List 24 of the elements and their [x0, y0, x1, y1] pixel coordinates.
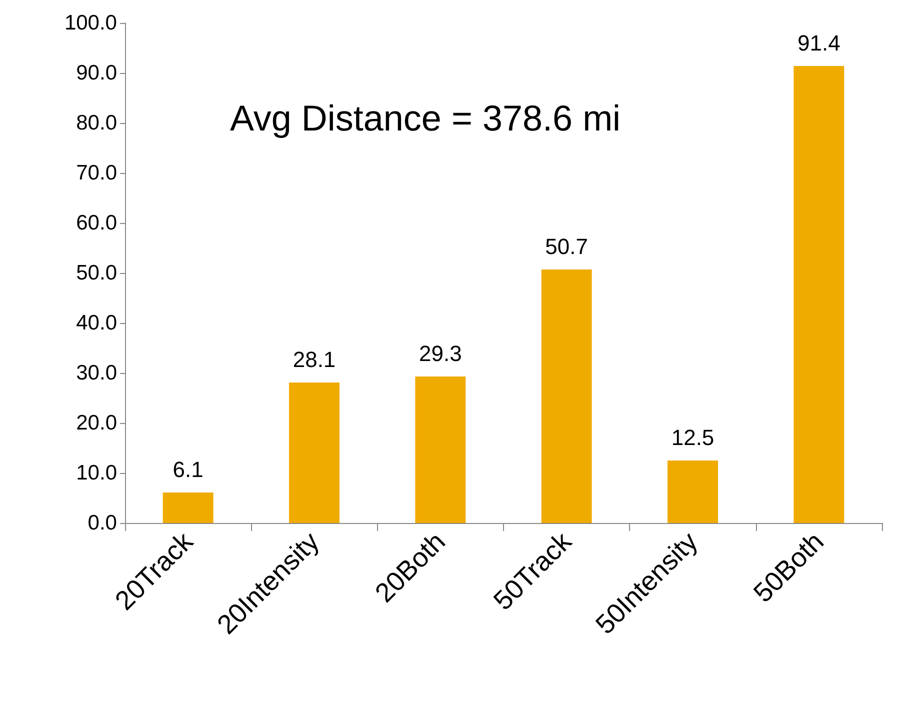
y-tick-label: 10.0 — [76, 462, 117, 484]
bar — [541, 270, 592, 523]
data-label: 50.7 — [545, 234, 588, 259]
y-tick-label: 40.0 — [76, 312, 117, 334]
data-label: 12.5 — [671, 425, 714, 450]
data-label: 29.3 — [419, 341, 462, 366]
y-tick-label: 90.0 — [76, 62, 117, 84]
bar — [794, 66, 844, 523]
y-tick-label: 50.0 — [76, 262, 117, 284]
bar — [415, 376, 466, 523]
y-tick-label: 20.0 — [76, 412, 117, 434]
y-tick-label: 70.0 — [76, 162, 117, 184]
y-tick-label: 30.0 — [76, 362, 117, 384]
data-label: 91.4 — [798, 30, 840, 56]
y-tick-label: 100.0 — [64, 12, 117, 34]
bar — [162, 492, 214, 523]
y-tick-label: 60.0 — [76, 212, 117, 234]
bar — [289, 382, 340, 523]
data-label: 28.1 — [292, 347, 336, 372]
y-tick-label: 0.0 — [88, 512, 117, 534]
data-label: 6.1 — [172, 457, 204, 482]
annotation: Avg Distance = 378.6 mi — [230, 98, 621, 138]
y-tick-label: 80.0 — [76, 112, 117, 134]
bar — [668, 460, 718, 523]
